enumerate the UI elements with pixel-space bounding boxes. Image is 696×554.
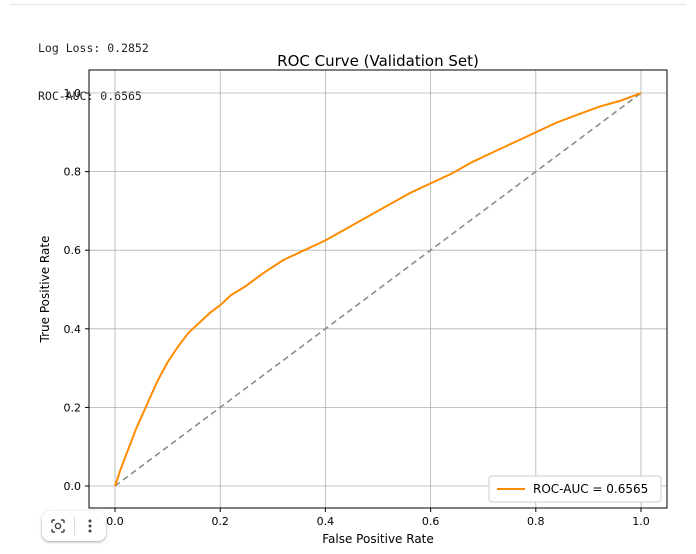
chart-title: ROC Curve (Validation Set) xyxy=(277,52,479,70)
y-tick-label: 0.4 xyxy=(64,323,82,336)
y-axis-label: True Positive Rate xyxy=(38,236,52,344)
screenshot-icon xyxy=(51,519,65,533)
x-axis-label: False Positive Rate xyxy=(322,532,434,546)
y-tick-label: 0.8 xyxy=(64,166,82,179)
x-tick-label: 1.0 xyxy=(632,515,650,528)
y-tick-label: 0.6 xyxy=(64,244,82,257)
output-line-log-loss: Log Loss: 0.2852 xyxy=(38,41,149,55)
output-toolbar xyxy=(42,511,106,541)
screenshot-button[interactable] xyxy=(42,511,74,541)
chance-diagonal-line xyxy=(114,92,642,487)
more-options-button[interactable] xyxy=(74,511,106,541)
legend-box xyxy=(488,475,662,503)
y-tick-label: 0.2 xyxy=(64,401,82,414)
x-tick-label: 0.0 xyxy=(106,515,124,528)
chart-legend: ROC-AUC = 0.6565 xyxy=(488,475,662,503)
cell-output-text: Log Loss: 0.2852 ROC-AUC: 0.6565 xyxy=(38,8,149,120)
toolbar-divider xyxy=(73,517,75,535)
y-tick-label: 0.0 xyxy=(64,480,82,493)
y-tick-label: 1.0 xyxy=(64,87,82,100)
roc-curve-line xyxy=(114,92,642,487)
cell-top-border xyxy=(10,0,686,5)
axes-frame xyxy=(88,69,668,509)
legend-label: ROC-AUC = 0.6565 xyxy=(533,482,648,496)
chart-ticks: 0.0 0.2 0.4 0.6 0.8 1.0 0.0 0.2 0.4 0.6 0.8 1.0 xyxy=(64,87,650,528)
more-vert-icon xyxy=(88,519,92,533)
x-tick-label: 0.2 xyxy=(211,515,229,528)
x-tick-label: 0.4 xyxy=(317,515,335,528)
chart-grid xyxy=(89,70,667,508)
output-line-roc-auc: ROC-AUC: 0.6565 xyxy=(38,89,142,103)
x-tick-label: 0.8 xyxy=(527,515,545,528)
x-tick-label: 0.6 xyxy=(422,515,440,528)
chart-series xyxy=(114,92,642,487)
